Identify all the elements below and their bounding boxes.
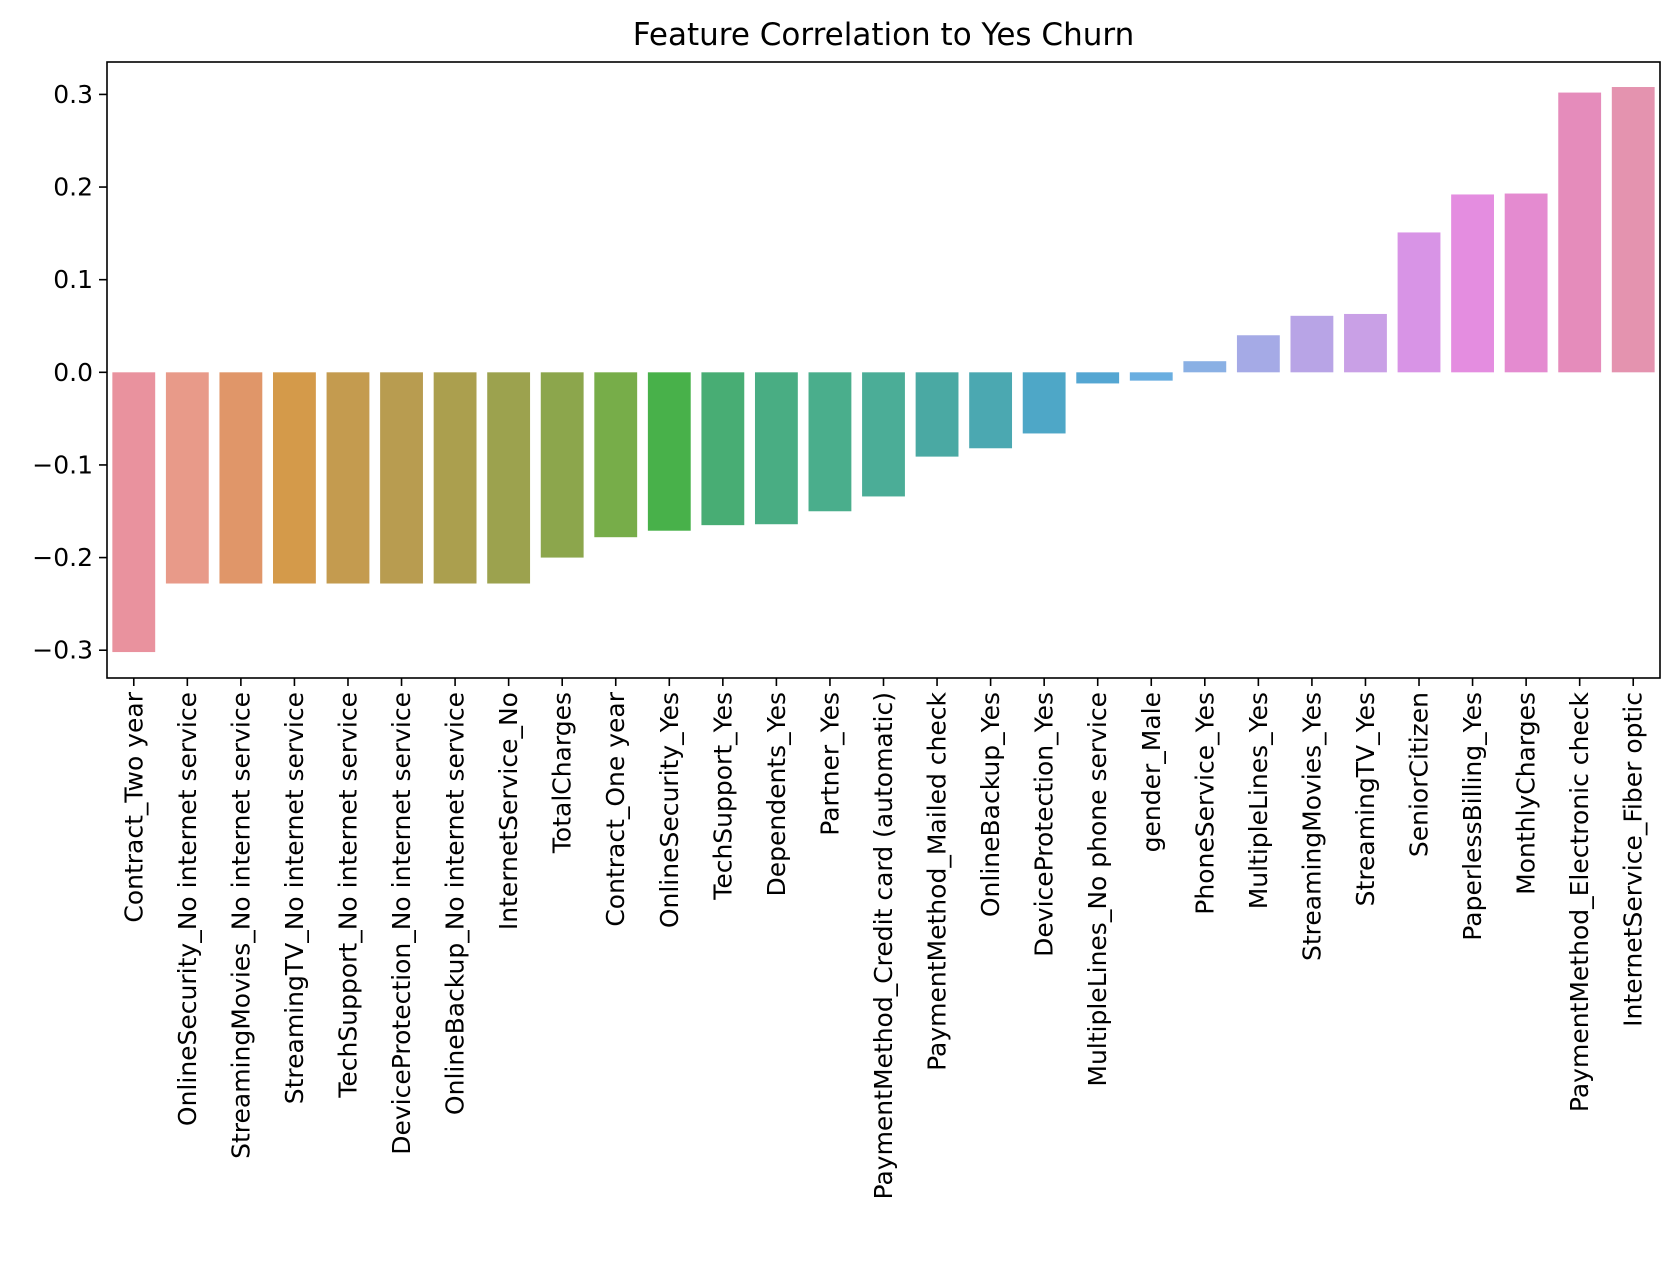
bar — [1236, 335, 1280, 373]
x-tick-label: MultipleLines_Yes — [1244, 692, 1273, 909]
x-tick-label: OnlineBackup_Yes — [976, 692, 1005, 917]
bar — [1397, 232, 1441, 373]
y-tick-label: 0.3 — [53, 80, 93, 109]
x-tick-label: Dependents_Yes — [762, 692, 791, 897]
y-tick-label: 0.0 — [53, 358, 93, 387]
x-tick-label: StreamingTV_No internet service — [280, 692, 309, 1104]
bar — [273, 372, 316, 584]
x-axis: Contract_Two year OnlineSecurity_No inter… — [119, 678, 1648, 1200]
x-tick-label: OnlineBackup_No internet service — [441, 692, 470, 1115]
bar — [701, 372, 745, 526]
bar — [165, 372, 209, 584]
x-tick-label: StreamingMovies_No internet service — [226, 692, 255, 1159]
x-tick-label: StreamingTV_Yes — [1351, 692, 1380, 906]
x-tick-label: InternetService_Fiber optic — [1619, 692, 1648, 1027]
bar — [433, 372, 477, 584]
bar — [1344, 313, 1387, 373]
x-tick-label: Partner_Yes — [815, 692, 844, 836]
x-tick-label: PaymentMethod_Mailed check — [923, 691, 952, 1070]
bar — [487, 372, 531, 584]
x-tick-label: MonthlyCharges — [1512, 692, 1541, 895]
x-tick-label: PaymentMethod_Electronic check — [1565, 691, 1594, 1112]
x-tick-label: gender_Male — [1137, 692, 1166, 852]
x-tick-label: InternetService_No — [494, 692, 523, 930]
x-tick-label: OnlineSecurity_Yes — [655, 692, 684, 928]
bar — [647, 372, 691, 531]
y-tick-label: −0.3 — [32, 636, 93, 665]
bar — [1451, 194, 1494, 373]
bar — [1076, 372, 1120, 384]
x-tick-label: TotalCharges — [548, 692, 577, 854]
bar — [862, 372, 905, 497]
bar — [1183, 361, 1227, 373]
x-tick-label: TechSupport_No internet service — [333, 692, 362, 1099]
bar — [754, 372, 798, 525]
bar — [1022, 372, 1066, 434]
bar — [326, 372, 370, 584]
x-tick-label: SeniorCitizen — [1405, 692, 1434, 857]
bar — [1558, 92, 1602, 373]
chart-title: Feature Correlation to Yes Churn — [633, 17, 1134, 53]
bar — [540, 372, 584, 558]
bar — [380, 372, 423, 584]
bar — [1504, 193, 1548, 373]
x-tick-label: Contract_Two year — [119, 691, 148, 922]
axes-frame — [106, 61, 1661, 679]
bar — [915, 372, 959, 457]
y-tick-label: −0.1 — [32, 450, 93, 479]
x-tick-label: StreamingMovies_Yes — [1297, 692, 1326, 961]
y-tick-label: −0.2 — [32, 543, 93, 572]
bars-layer — [112, 87, 1655, 653]
bar — [112, 372, 156, 653]
x-tick-label: Contract_One year — [601, 691, 630, 926]
bar — [594, 372, 638, 538]
x-tick-label: PhoneService_Yes — [1190, 692, 1219, 915]
y-tick-label: 0.2 — [53, 173, 93, 202]
bar — [969, 372, 1013, 449]
x-tick-label: OnlineSecurity_No internet service — [173, 692, 202, 1126]
bar — [1290, 315, 1334, 373]
bar — [219, 372, 263, 584]
x-tick-label: MultipleLines_No phone service — [1083, 692, 1112, 1087]
x-tick-label: PaperlessBilling_Yes — [1458, 692, 1487, 941]
x-tick-label: PaymentMethod_Credit card (automatic) — [869, 692, 898, 1200]
bar — [808, 372, 852, 512]
bar — [1611, 87, 1655, 373]
x-tick-label: TechSupport_Yes — [708, 692, 737, 901]
y-tick-label: 0.1 — [53, 265, 93, 294]
bar — [1129, 372, 1173, 381]
y-axis: −0.3 −0.2 −0.1 0.0 0.1 0.2 0.3 — [32, 80, 107, 665]
x-tick-label: DeviceProtection_Yes — [1030, 692, 1059, 957]
x-tick-label: DeviceProtection_No internet service — [387, 692, 416, 1155]
